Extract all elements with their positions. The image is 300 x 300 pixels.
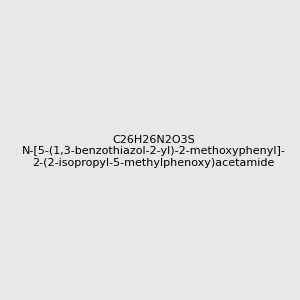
Text: C26H26N2O3S
N-[5-(1,3-benzothiazol-2-yl)-2-methoxyphenyl]-
2-(2-isopropyl-5-meth: C26H26N2O3S N-[5-(1,3-benzothiazol-2-yl)… xyxy=(22,135,286,168)
